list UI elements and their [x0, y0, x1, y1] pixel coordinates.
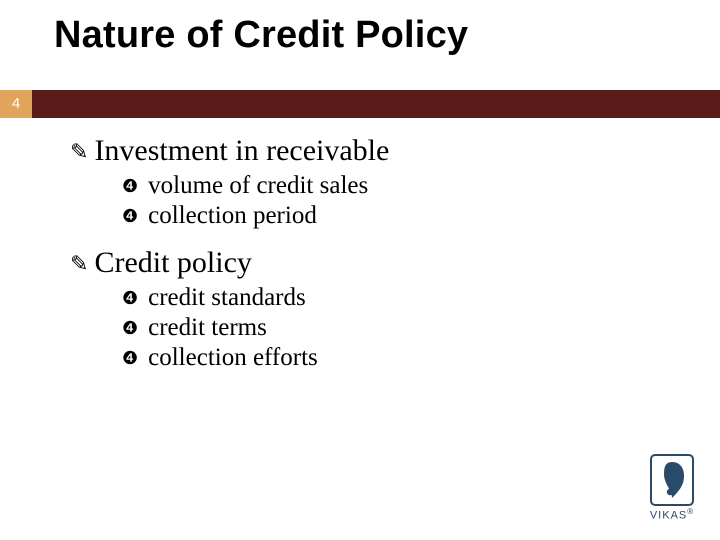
- pencil-icon: ✎: [70, 253, 88, 275]
- level2-text: volume of credit sales: [148, 172, 368, 200]
- number-icon: ❹: [122, 319, 138, 337]
- number-icon: ❹: [122, 289, 138, 307]
- content-area: ✎ Investment in receivable ❹ volume of c…: [70, 128, 680, 372]
- number-icon: ❹: [122, 207, 138, 225]
- vikas-logo: VIKAS®: [642, 454, 702, 522]
- page-number: 4: [0, 90, 32, 118]
- level2-text: collection period: [148, 202, 317, 230]
- logo-label: VIKAS: [650, 510, 687, 522]
- level1-text: Investment in receivable: [94, 134, 389, 168]
- bullet-level2: ❹ volume of credit sales: [122, 172, 680, 200]
- number-icon: ❹: [122, 349, 138, 367]
- page-band: 4: [0, 90, 720, 118]
- level1-text: Credit policy: [94, 246, 251, 280]
- bullet-level2: ❹ credit standards: [122, 284, 680, 312]
- slide-title: Nature of Credit Policy: [54, 14, 468, 57]
- level2-text: credit terms: [148, 314, 267, 342]
- level2-text: credit standards: [148, 284, 306, 312]
- slide: Nature of Credit Policy 4 ✎ Investment i…: [0, 0, 720, 540]
- logo-text: VIKAS®: [642, 507, 702, 522]
- level2-text: collection efforts: [148, 344, 318, 372]
- pencil-icon: ✎: [70, 141, 88, 163]
- bullet-level2: ❹ credit terms: [122, 314, 680, 342]
- number-icon: ❹: [122, 177, 138, 195]
- logo-icon: [650, 454, 694, 506]
- spacer: [70, 230, 680, 240]
- bullet-level2: ❹ collection period: [122, 202, 680, 230]
- bullet-level1: ✎ Credit policy: [70, 246, 680, 280]
- band-fill: [32, 90, 720, 118]
- bullet-level1: ✎ Investment in receivable: [70, 134, 680, 168]
- bullet-level2: ❹ collection efforts: [122, 344, 680, 372]
- registered-icon: ®: [687, 507, 694, 516]
